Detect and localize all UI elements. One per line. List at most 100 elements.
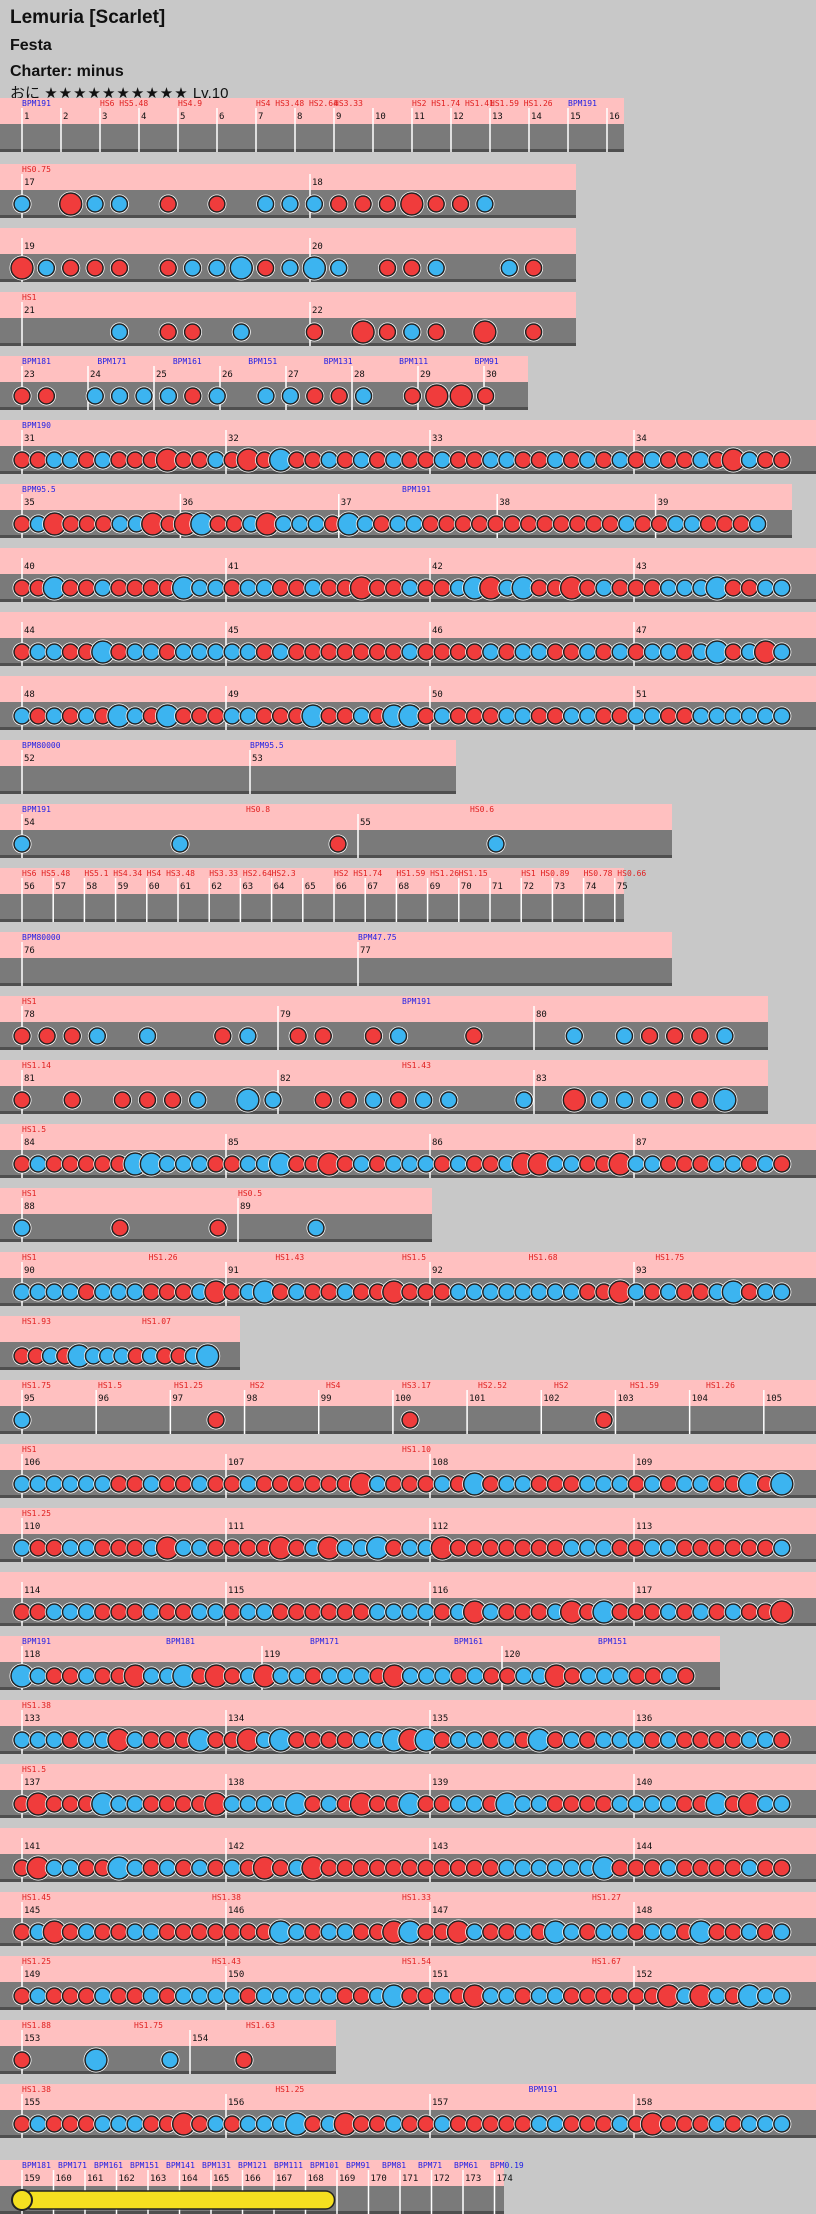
- don-note: [579, 579, 597, 597]
- scroll-speed-label: HS1: [22, 293, 37, 302]
- don-note: [433, 1283, 452, 1301]
- don-note: [13, 1603, 31, 1621]
- don-note: [207, 707, 225, 725]
- ka-note: [94, 451, 112, 469]
- don-note: [724, 579, 743, 597]
- don-note: [740, 1155, 759, 1173]
- don-note: [476, 387, 495, 405]
- ka-note: [595, 1475, 613, 1493]
- measure-number: 61: [180, 882, 191, 892]
- measure-number: 67: [367, 882, 378, 892]
- measure-number: 47: [636, 626, 647, 636]
- measure-number: 15: [570, 112, 581, 122]
- don-note: [676, 707, 694, 725]
- measure-number: 12: [453, 112, 464, 122]
- don-note: [756, 1923, 775, 1941]
- don-note: [45, 1987, 64, 2005]
- note-lane: [0, 1022, 768, 1050]
- don-note: [207, 1731, 225, 1749]
- don-note: [611, 707, 629, 725]
- don-note: [304, 1475, 322, 1493]
- measure-number: 28: [354, 370, 365, 380]
- measure-number: 13: [492, 112, 503, 122]
- ka-note: [329, 259, 348, 277]
- measure-number: 86: [432, 1138, 443, 1148]
- don-note: [191, 1923, 209, 1941]
- measure-number: 137: [24, 1778, 40, 1788]
- scroll-speed-label: HS4 HS3.48 HS2.64: [256, 99, 338, 108]
- bpm-change-label: BPM61: [454, 2161, 478, 2170]
- measure-number: 107: [228, 1458, 244, 1468]
- ka-note: [659, 643, 678, 661]
- measure-number: 120: [504, 1650, 520, 1660]
- don-note: [304, 451, 322, 469]
- ka-note: [229, 256, 254, 280]
- ka-note: [724, 1603, 743, 1621]
- don-note: [126, 1603, 144, 1621]
- ka-note: [336, 1283, 355, 1301]
- measure-number: 75: [617, 882, 628, 892]
- measure-number: 51: [636, 690, 647, 700]
- ka-note: [756, 1283, 775, 1301]
- ka-note: [61, 451, 80, 469]
- don-note: [13, 387, 31, 405]
- don-note: [756, 451, 775, 469]
- don-note: [644, 1667, 663, 1685]
- don-note: [191, 707, 209, 725]
- don-note: [29, 1539, 47, 1557]
- ka-note: [579, 707, 597, 725]
- ka-note: [770, 1472, 794, 1496]
- measure-number: 5: [180, 112, 185, 122]
- measure-band: [0, 1764, 816, 1790]
- don-note: [352, 1987, 371, 2005]
- bpm-change-label: BPM171: [97, 357, 126, 366]
- ka-note: [546, 1987, 565, 2005]
- ka-note: [239, 1795, 258, 1813]
- lane-edge: [0, 919, 624, 922]
- ka-note: [385, 1603, 403, 1621]
- don-note: [595, 451, 613, 469]
- don-note: [37, 387, 56, 405]
- ka-note: [88, 1027, 107, 1045]
- don-note: [29, 707, 47, 725]
- don-note: [417, 643, 435, 661]
- scroll-speed-label: HS5.1 HS4.34: [84, 869, 142, 878]
- ka-note: [611, 1731, 629, 1749]
- lane-edge: [0, 215, 576, 218]
- don-note: [498, 1539, 516, 1557]
- don-note: [756, 1539, 775, 1557]
- bpm-change-label: BPM101: [310, 2161, 339, 2170]
- don-note: [45, 1155, 64, 1173]
- don-note: [676, 1859, 694, 1877]
- don-note: [13, 2115, 31, 2133]
- ka-note: [433, 1987, 452, 2005]
- scroll-speed-label: HS1.14: [22, 1061, 51, 1070]
- ka-note: [223, 1795, 241, 1813]
- scroll-speed-label: HS1: [22, 1253, 37, 1262]
- don-note: [401, 451, 419, 469]
- don-note: [126, 579, 144, 597]
- scroll-speed-label: HS0.6: [470, 805, 494, 814]
- ka-note: [94, 1283, 112, 1301]
- don-note: [611, 1987, 629, 2005]
- ka-note: [45, 707, 64, 725]
- scroll-speed-label: HS1.10: [402, 1445, 431, 1454]
- lane-edge: [0, 1751, 816, 1754]
- don-note: [158, 1795, 177, 1813]
- don-note: [627, 1475, 646, 1493]
- ka-note: [530, 2115, 549, 2133]
- ka-note: [274, 515, 293, 533]
- ka-note: [476, 195, 494, 213]
- don-note: [482, 707, 500, 725]
- ka-note: [724, 1155, 743, 1173]
- ka-note: [320, 1987, 338, 2005]
- ka-note: [45, 643, 64, 661]
- ka-note: [418, 1667, 436, 1685]
- ka-note: [579, 1539, 597, 1557]
- ka-note: [207, 643, 225, 661]
- ka-note: [191, 579, 209, 597]
- scroll-speed-label: HS1.33: [402, 1893, 431, 1902]
- don-note: [643, 579, 662, 597]
- ka-note: [272, 1667, 290, 1685]
- don-note: [13, 1923, 31, 1941]
